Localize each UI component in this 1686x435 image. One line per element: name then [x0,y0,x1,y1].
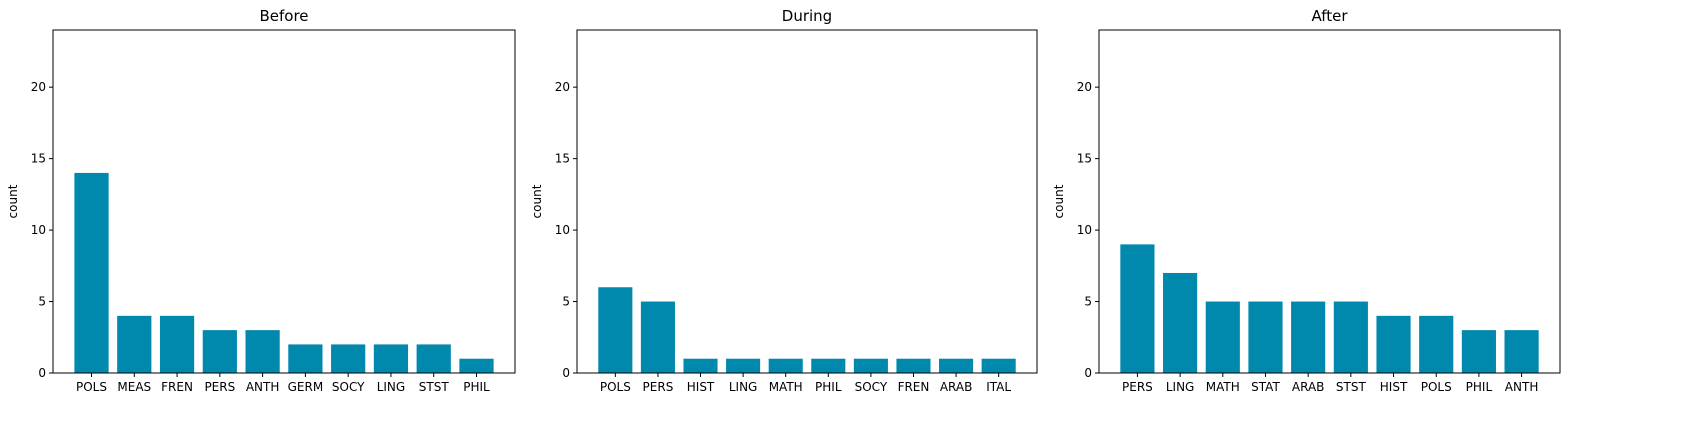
bar-ling [373,344,409,373]
x-tick-label: MATH [1206,380,1240,394]
bar-arab [1291,301,1326,373]
bar-socy [853,358,888,373]
y-axis-label: count [530,184,544,218]
chart-panel-before: Before count 0 5 10 15 20 POLS MEAS FREN PERS ANT… [6,7,516,394]
x-tick-label: LING [729,380,758,394]
y-tick-label: 5 [1084,295,1092,309]
bar-math [1205,301,1240,373]
y-tick-label: 5 [562,295,570,309]
y-tick-label: 0 [562,366,570,380]
y-tick-label: 10 [555,223,570,237]
x-tick-label: GERM [288,380,324,394]
y-tick-label: 20 [31,80,46,94]
chart-title: Before [259,7,308,25]
x-tick-label: PHIL [815,380,842,394]
y-tick-label: 0 [1084,366,1092,380]
x-tick-label: PHIL [463,380,490,394]
bar-anth [245,330,280,374]
x-tick-label: PERS [643,380,674,394]
bar-stst [1333,301,1368,373]
bar-hist [1376,315,1411,373]
x-tick-label: STST [1336,380,1367,394]
x-tick-label: ARAB [1292,380,1325,394]
y-tick-label: 15 [1077,152,1092,166]
y-tick-label: 10 [1077,223,1092,237]
plot-frame [52,29,516,374]
bar-meas [117,315,152,373]
bar-fren [159,315,195,373]
x-tick-label: ANTH [1505,380,1539,394]
x-tick-label: ANTH [246,380,280,394]
x-tick-label: SOCY [855,380,888,394]
y-axis-label: count [1052,184,1066,218]
x-tick-label: ARAB [940,380,973,394]
x-tick-label: PHIL [1466,380,1493,394]
x-tick-label: HIST [687,380,715,394]
y-tick-label: 20 [1077,80,1092,94]
y-tick-label: 0 [38,366,46,380]
bar-phil [811,358,846,373]
x-tick-label: MEAS [117,380,151,394]
x-tick-label: STAT [1251,380,1280,394]
y-tick-label: 5 [38,295,46,309]
y-tick-label: 15 [555,152,570,166]
x-tick-label: POLS [600,380,631,394]
x-tick-label: MATH [769,380,803,394]
x-tick-label: STST [419,380,450,394]
x-tick-label: HIST [1380,380,1408,394]
bar-ling [726,358,761,373]
bar-anth [1504,330,1539,374]
y-tick-label: 20 [555,80,570,94]
plot-frame [1098,29,1561,374]
bar-arab [939,358,974,373]
bar-germ [288,344,323,373]
bar-pols [74,172,109,373]
bar-pols [1419,315,1454,373]
x-tick-label: SOCY [332,380,365,394]
bar-phil [459,358,494,373]
plot-frame [576,29,1038,374]
x-tick-label: PERS [1122,380,1153,394]
bar-fren [896,358,931,373]
bar-pols [598,287,633,373]
chart-panel-during: During count 0 5 10 15 20 POLS PERS HIST LING MAT… [530,7,1038,394]
x-tick-label: POLS [1421,380,1452,394]
bar-stat [1248,301,1283,373]
bar-phil [1461,330,1496,374]
chart-title: After [1311,7,1348,25]
bar-pers [640,301,675,373]
bar-hist [683,358,718,373]
y-axis-label: count [6,184,20,218]
bar-ital [981,358,1016,373]
bar-pers [1120,244,1155,374]
x-tick-label: ITAL [986,380,1011,394]
bar-pers [202,330,237,374]
y-tick-label: 10 [31,223,46,237]
chart-panel-after: After count 0 5 10 15 20 PERS LING MATH STAT ARAB… [1052,7,1561,394]
x-tick-label: FREN [898,380,930,394]
chart-title: During [782,7,832,25]
bar-socy [331,344,366,373]
x-tick-label: PERS [204,380,235,394]
x-tick-label: FREN [161,380,193,394]
bar-stst [416,344,451,373]
x-tick-label: LING [1166,380,1195,394]
x-tick-label: POLS [76,380,107,394]
bar-math [768,358,803,373]
y-tick-label: 15 [31,152,46,166]
x-tick-label: LING [377,380,406,394]
bar-ling [1163,272,1198,373]
